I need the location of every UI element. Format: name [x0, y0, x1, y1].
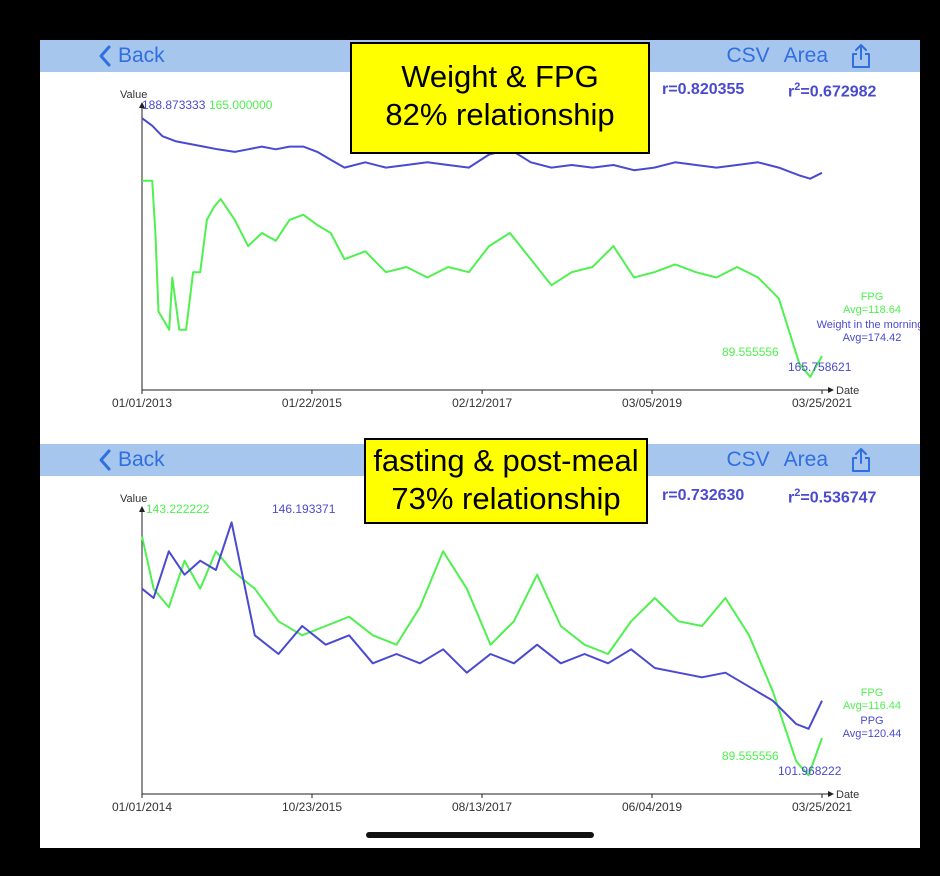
legend-name: Weight in the morning	[817, 319, 920, 331]
chevron-left-icon	[99, 45, 111, 67]
callout-box: fasting & post-meal 73% relationship	[364, 438, 648, 524]
x-axis-arrow	[828, 791, 834, 797]
callout-line-2: 73% relationship	[391, 481, 621, 516]
y-axis-arrow	[139, 506, 145, 512]
min-label-green: 89.555556	[722, 749, 779, 763]
y-axis-label: Value	[120, 89, 147, 101]
chart-weight-fpg: Value Date 01/01/2013 01/22/2015 02/12/2017 0…	[112, 89, 920, 410]
callout-box: Weight & FPG 82% relationship	[350, 42, 650, 154]
x-tick-label: 03/05/2019	[622, 396, 682, 410]
min-label-green: 89.555556	[722, 345, 779, 359]
nav-actions: CSV Area	[726, 444, 872, 476]
y-axis-arrow	[139, 102, 145, 108]
r2-value: =0.536747	[800, 489, 877, 507]
r2-prefix: r	[788, 83, 795, 101]
r2-exponent: 2	[794, 487, 801, 499]
x-axis-arrow	[828, 387, 834, 393]
x-tick-label: 01/22/2015	[282, 396, 342, 410]
max-label-green: 165.000000	[209, 98, 273, 112]
min-label-blue: 101.968222	[778, 764, 842, 778]
x-tick-label: 01/01/2014	[112, 800, 172, 814]
max-label-blue: 146.193371	[272, 502, 336, 516]
series-line-green	[141, 536, 823, 777]
chart-fasting-postmeal: Value Date 01/01/2014 10/23/2015 08/13/2017 0…	[112, 493, 902, 814]
x-tick-label: 10/23/2015	[282, 800, 342, 814]
csv-button[interactable]: CSV	[726, 448, 770, 471]
area-button[interactable]: Area	[783, 44, 828, 67]
max-label-green: 143.222222	[146, 502, 210, 516]
back-label: Back	[118, 448, 165, 471]
legend-avg: Avg=118.64	[843, 304, 901, 316]
callout-line-2: 82% relationship	[385, 97, 615, 132]
x-axis-label: Date	[836, 385, 859, 397]
legend-name: FPG	[861, 291, 884, 303]
x-tick-label: 01/01/2013	[112, 396, 172, 410]
r2-value: =0.672982	[800, 83, 877, 101]
share-icon[interactable]	[850, 447, 872, 473]
x-axis-label: Date	[836, 789, 859, 801]
x-tick-label: 06/04/2019	[622, 800, 682, 814]
r2-prefix: r	[788, 489, 795, 507]
r2-exponent: 2	[794, 81, 801, 93]
share-icon[interactable]	[850, 43, 872, 69]
min-label-blue: 165.758621	[788, 360, 852, 374]
legend-avg: Avg=120.44	[843, 728, 902, 740]
series-line-blue	[141, 117, 823, 180]
csv-button[interactable]: CSV	[726, 44, 770, 67]
max-label-blue: 188.873333	[142, 98, 206, 112]
back-label: Back	[118, 44, 165, 67]
legend-name: FPG	[861, 687, 884, 699]
callout-line-1: Weight & FPG	[401, 59, 599, 94]
correlation-r: r=0.732630	[662, 487, 745, 504]
x-tick-label: 03/25/2021	[792, 396, 852, 410]
area-button[interactable]: Area	[783, 448, 828, 471]
nav-actions: CSV Area	[726, 40, 872, 72]
legend-avg: Avg=116.44	[843, 700, 901, 712]
series-line-blue	[141, 521, 823, 730]
correlation-r: r=0.820355	[662, 81, 745, 98]
back-button[interactable]: Back	[96, 444, 165, 476]
y-axis-label: Value	[120, 493, 147, 505]
callout-line-1: fasting & post-meal	[373, 443, 639, 478]
chevron-left-icon	[99, 449, 111, 471]
correlation-r2: r2=0.672982	[788, 81, 876, 101]
series-line-green	[142, 179, 823, 378]
x-tick-label: 08/13/2017	[452, 800, 512, 814]
legend-avg: Avg=174.42	[843, 332, 902, 344]
correlation-r2: r2=0.536747	[788, 487, 876, 507]
legend-name: PPG	[860, 715, 883, 727]
x-tick-label: 02/12/2017	[452, 396, 512, 410]
home-indicator[interactable]	[366, 832, 594, 838]
back-button[interactable]: Back	[96, 40, 165, 72]
app-screen: Back CSV Area r=0.820355 r2=0.672982 Val…	[40, 40, 920, 848]
x-tick-label: 03/25/2021	[792, 800, 852, 814]
